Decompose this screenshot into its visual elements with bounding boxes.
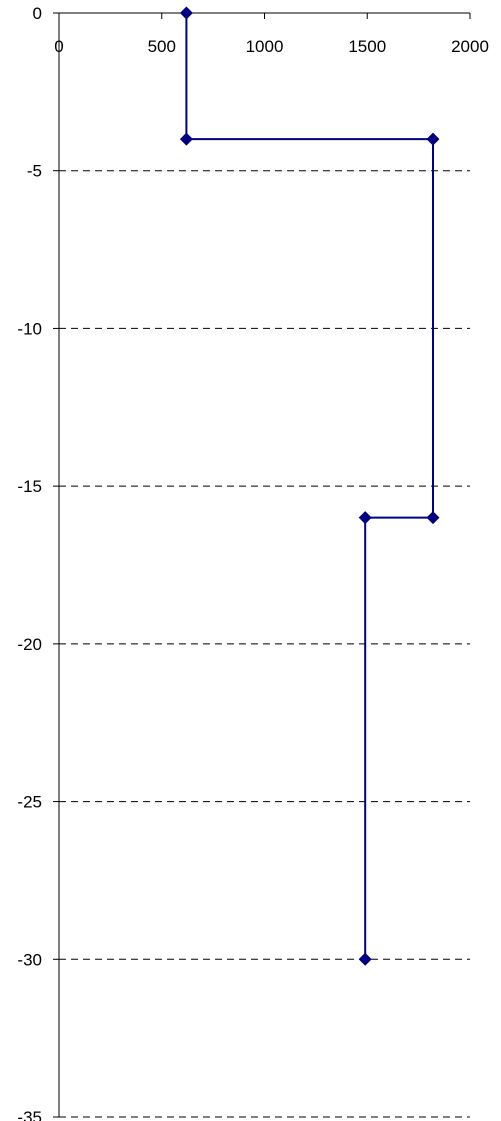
y-tick-label--30: -30 (17, 950, 42, 969)
data-point-0-5 (358, 952, 372, 966)
x-tick-label-2000: 2000 (451, 37, 489, 56)
y-tick-label--15: -15 (17, 477, 42, 496)
y-tick-label-0: 0 (33, 4, 42, 23)
y-tick-label--25: -25 (17, 793, 42, 812)
data-point-0-1 (179, 132, 193, 146)
x-tick-label-1500: 1500 (348, 37, 386, 56)
tick-labels: 0 500 1000 1500 2000 0 -5 -10 -15 -20 -25 -30 -35 (17, 4, 488, 1121)
x-tick-label-1000: 1000 (246, 37, 284, 56)
gridlines (59, 170, 470, 1118)
x-tick-label-0: 0 (54, 37, 63, 56)
y-tick-label--5: -5 (27, 162, 42, 181)
data-point-0-2 (426, 132, 440, 146)
series (179, 6, 440, 966)
series-line-0 (185, 13, 435, 960)
y-tick-label--35: -35 (17, 1108, 42, 1121)
y-tick-label--10: -10 (17, 319, 42, 338)
data-point-0-0 (179, 6, 193, 20)
y-tick-label--20: -20 (17, 635, 42, 654)
x-tick-label-500: 500 (148, 37, 176, 56)
axes (53, 12, 471, 1118)
data-point-0-3 (426, 511, 440, 525)
data-point-0-4 (358, 511, 372, 525)
